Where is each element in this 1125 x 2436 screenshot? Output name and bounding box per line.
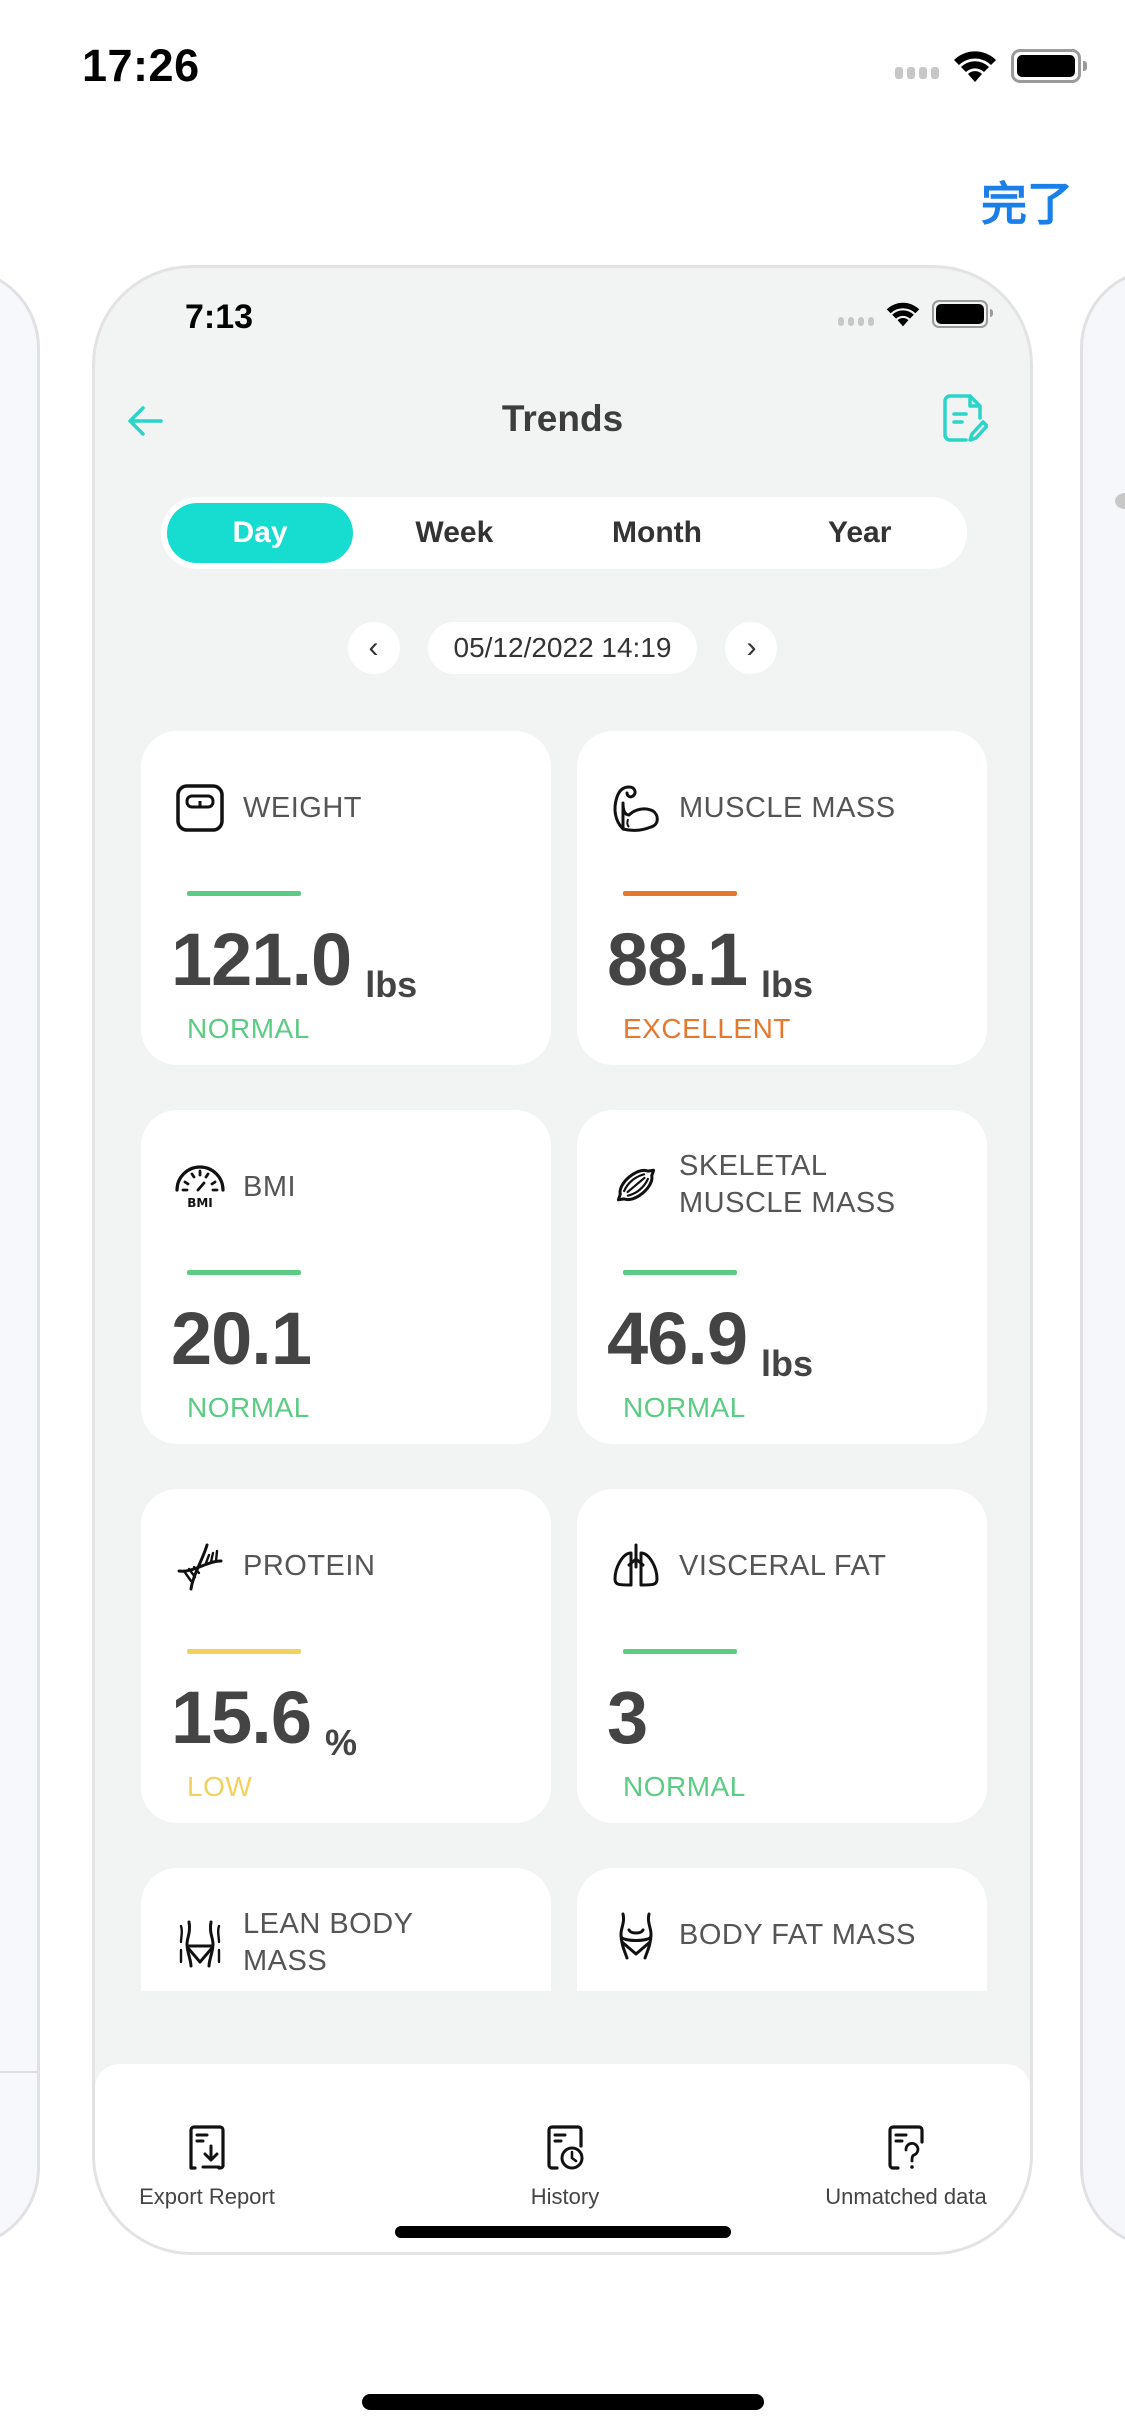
document-edit-icon[interactable]: [940, 392, 988, 444]
metric-card-lean-body-mass[interactable]: LEAN BODY MASS: [141, 1868, 551, 1991]
next-date-button[interactable]: ›: [725, 622, 778, 674]
metric-label: SKELETAL MUSCLE MASS: [679, 1150, 896, 1219]
history-icon: [547, 2125, 584, 2170]
cellular-signal-icon: [895, 67, 939, 79]
metric-card-protein[interactable]: PROTEIN 15.6% LOW: [141, 1489, 551, 1823]
metric-value: 15.6: [171, 1676, 312, 1759]
lean-body-icon: [171, 1914, 229, 1972]
status-bar-indicator: [623, 891, 737, 896]
inner-clock: 7:13: [185, 298, 254, 336]
metric-unit: %: [325, 1722, 358, 1763]
metric-label: MUSCLE MASS: [679, 791, 896, 824]
metric-status: LOW: [187, 1771, 253, 1802]
page-title: Trends: [501, 398, 624, 439]
metric-value: 46.9: [607, 1297, 748, 1380]
status-bar-indicator: [623, 1270, 737, 1275]
next-screen-preview[interactable]: [1080, 268, 1125, 2248]
screenshot-preview-card: 7:13 Trends Day Week Month Year ‹ 05/12/…: [92, 265, 1033, 2255]
os-clock: 17:26: [82, 40, 200, 91]
metric-card-weight[interactable]: WEIGHT 121.0 lbs NORMAL: [141, 731, 551, 1065]
dna-icon: [171, 1537, 229, 1595]
date-display[interactable]: 05/12/2022 14:19: [427, 622, 698, 674]
tab-week[interactable]: Week: [415, 516, 494, 549]
previous-screen-preview[interactable]: [0, 268, 40, 2248]
metric-status: NORMAL: [187, 1013, 310, 1044]
metric-card-muscle-mass[interactable]: MUSCLE MASS 88.1 lbs EXCELLENT: [577, 731, 987, 1065]
status-bar-indicator: [623, 1649, 737, 1654]
metric-unit: lbs: [761, 1343, 814, 1384]
bottom-action-bar: Export Report History Unmatched data: [95, 2064, 1030, 2252]
date-navigator: ‹ 05/12/2022 14:19 ›: [95, 622, 1030, 674]
export-report-button[interactable]: Export Report: [137, 2124, 277, 2210]
metrics-grid: WEIGHT 121.0 lbs NORMAL MUSCLE MASS 88.1 l…: [141, 731, 987, 1991]
battery-icon: [932, 300, 993, 328]
tab-day[interactable]: Day: [167, 503, 353, 563]
metric-label: BODY FAT MASS: [679, 1918, 916, 1951]
metric-value: 3: [607, 1676, 648, 1759]
metric-label: WEIGHT: [243, 791, 362, 824]
arrow-left-icon[interactable]: [121, 396, 171, 446]
flexed-arm-icon: [607, 779, 665, 837]
metric-card-visceral-fat[interactable]: VISCERAL FAT 3 NORMAL: [577, 1489, 987, 1823]
metric-card-bmi[interactable]: BMI BMI 20.1 NORMAL: [141, 1110, 551, 1444]
cellular-signal-icon: [838, 316, 874, 326]
tab-month[interactable]: Month: [612, 516, 702, 549]
metric-card-body-fat-mass[interactable]: BODY FAT MASS: [577, 1868, 987, 1991]
metric-unit: lbs: [365, 964, 418, 1005]
metric-label: LEAN BODY MASS: [243, 1908, 413, 1977]
metric-label: VISCERAL FAT: [679, 1549, 887, 1582]
body-fat-icon: [607, 1906, 665, 1964]
metric-value: 88.1: [607, 918, 748, 1001]
tab-label: History: [530, 2184, 600, 2209]
history-button[interactable]: History: [495, 2124, 635, 2210]
metric-status: NORMAL: [187, 1392, 310, 1423]
scale-icon: [171, 779, 229, 837]
status-bar-indicator: [187, 1649, 301, 1654]
tab-year[interactable]: Year: [827, 516, 892, 549]
metric-value: 121.0: [171, 918, 352, 1001]
os-status-bar: 17:26: [0, 0, 1125, 140]
metric-card-skeletal-muscle-mass[interactable]: SKELETAL MUSCLE MASS 46.9 lbs NORMAL: [577, 1110, 987, 1444]
lungs-icon: [607, 1537, 665, 1595]
inner-status-icons: [838, 300, 993, 328]
unmatched-data-button[interactable]: Unmatched data: [811, 2124, 1001, 2210]
metric-value: 20.1: [171, 1297, 312, 1380]
tab-label: Unmatched data: [825, 2184, 987, 2209]
nav-bar: Trends: [95, 368, 1030, 478]
unmatched-data-icon: [888, 2125, 924, 2170]
period-segmented-control: Day Week Month Year: [161, 497, 967, 569]
metric-status: NORMAL: [623, 1771, 746, 1802]
wifi-icon: [886, 302, 920, 327]
status-bar-indicator: [187, 891, 301, 896]
bmi-gauge-icon: BMI: [171, 1158, 229, 1216]
export-report-icon: [189, 2125, 225, 2170]
metric-label: PROTEIN: [243, 1549, 376, 1582]
muscle-fiber-icon: [607, 1156, 665, 1214]
previous-date-button[interactable]: ‹: [347, 622, 400, 674]
svg-text:BMI: BMI: [187, 1196, 213, 1210]
metric-status: NORMAL: [623, 1392, 746, 1423]
metric-unit: lbs: [761, 964, 814, 1005]
os-status-icons: [895, 48, 1087, 84]
wifi-icon: [954, 51, 996, 82]
metric-label: BMI: [243, 1170, 297, 1203]
inner-home-indicator: [395, 2226, 731, 2238]
status-bar-indicator: [187, 1270, 301, 1275]
battery-icon: [1011, 49, 1087, 83]
home-indicator[interactable]: [362, 2394, 764, 2410]
inner-status-bar: 7:13: [95, 268, 1030, 368]
done-button[interactable]: 完了: [981, 178, 1073, 230]
metric-status: EXCELLENT: [623, 1013, 791, 1044]
tab-label: Export Report: [139, 2184, 275, 2209]
